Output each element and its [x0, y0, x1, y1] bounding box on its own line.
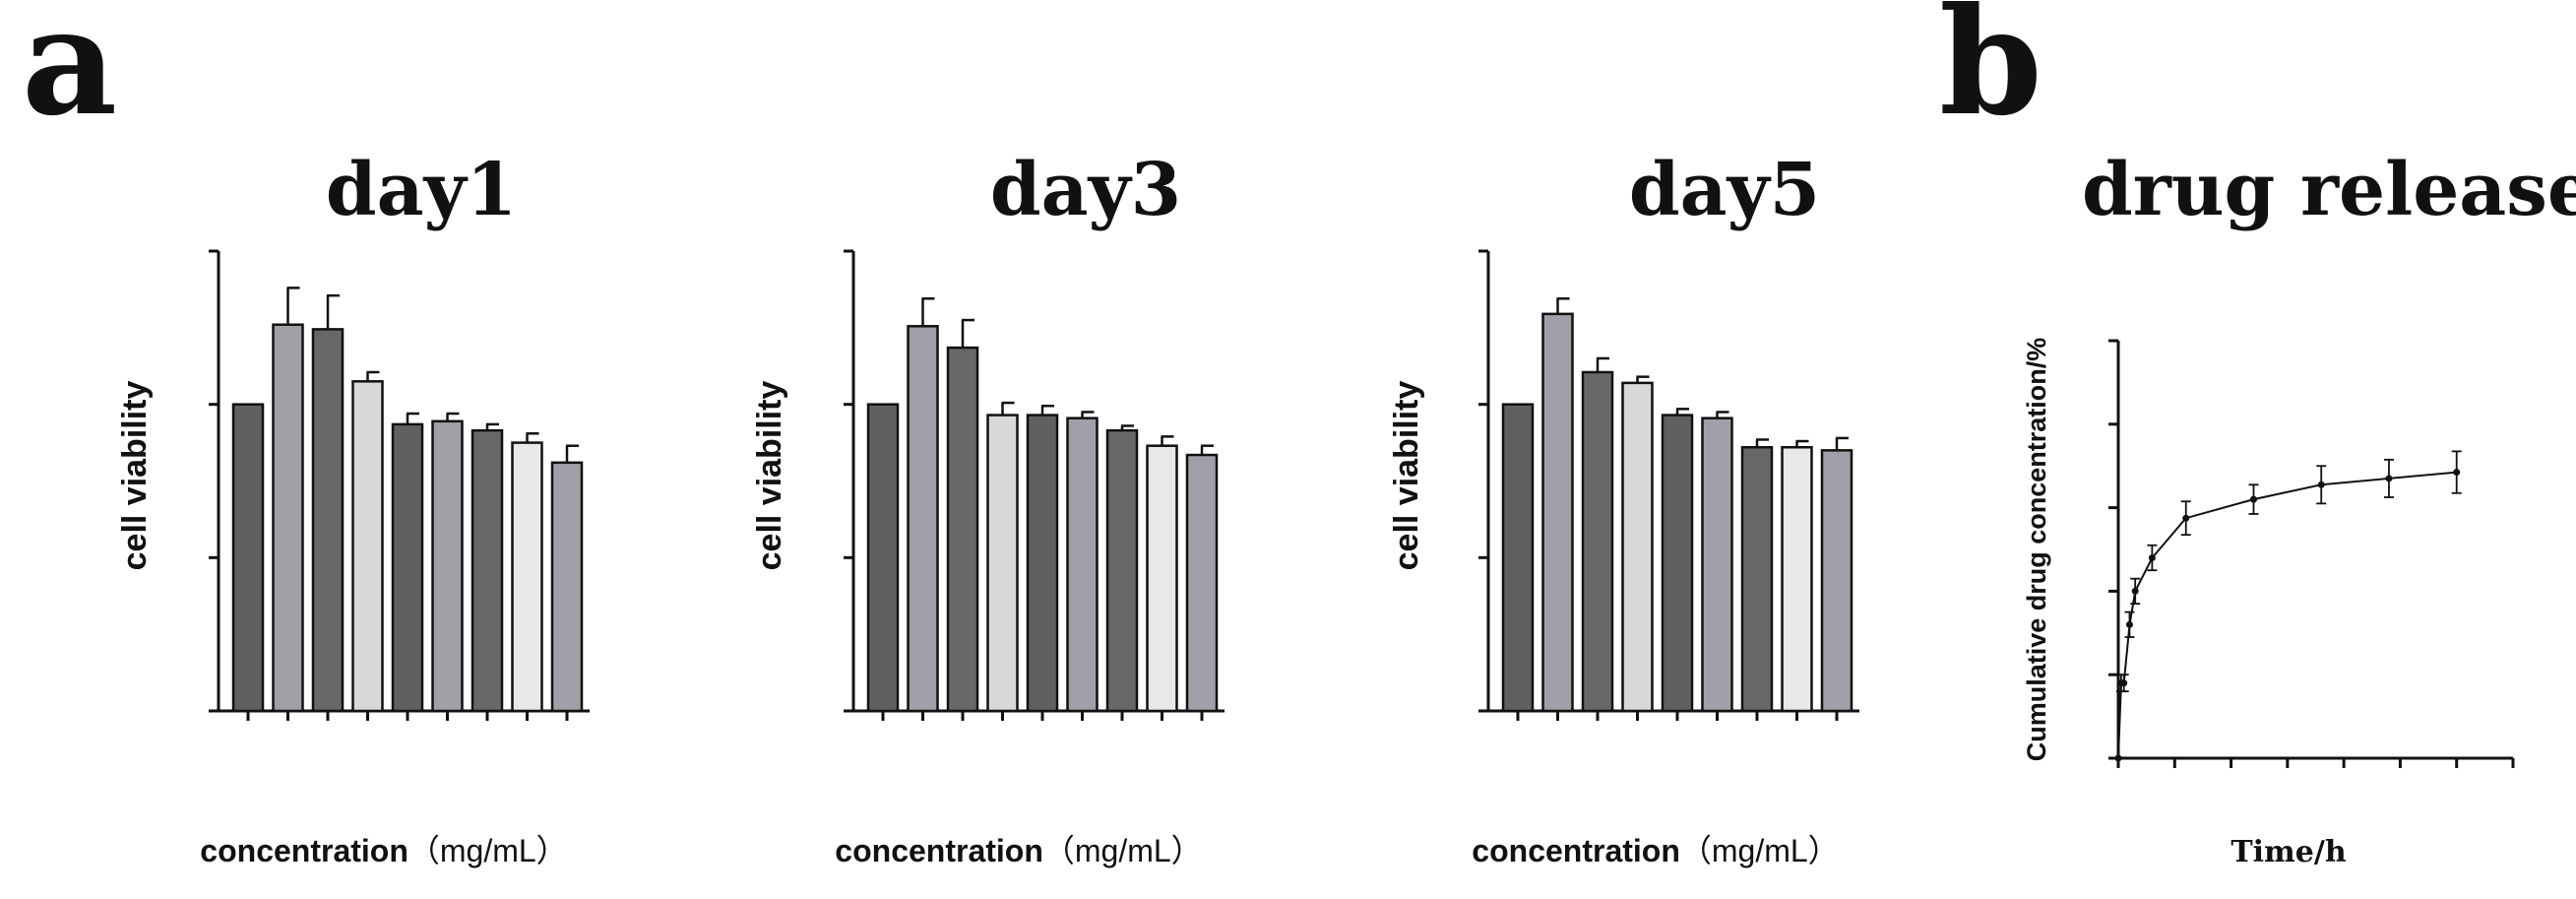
- bar: [1185, 453, 1219, 713]
- bar: [1781, 446, 1813, 713]
- data-point: [2125, 620, 2133, 628]
- bar: [231, 403, 265, 713]
- x-axis-label: concentration（mg/mL）: [200, 833, 567, 868]
- data-point: [2249, 495, 2257, 503]
- data-point: [2317, 481, 2325, 488]
- data-point: [2114, 754, 2122, 762]
- chart-title: day1: [326, 148, 517, 232]
- data-point: [2131, 587, 2139, 595]
- bar: [471, 428, 504, 713]
- bar: [1501, 403, 1535, 713]
- line-chart-drug-release: drug release Cumulative drug concentrati…: [2022, 148, 2576, 869]
- bar-chart-day5: day5 cell viability concentration（mg/mL）: [1388, 148, 1859, 868]
- bar: [1661, 414, 1694, 713]
- bar: [391, 422, 424, 713]
- x-axis-label-main: concentration: [835, 833, 1043, 868]
- bar: [946, 346, 979, 713]
- bar: [1026, 414, 1059, 713]
- bar: [272, 323, 304, 713]
- y-axis-label: Cumulative drug concentration/%: [2022, 338, 2051, 762]
- data-point: [2148, 553, 2156, 561]
- bar: [986, 414, 1019, 713]
- bar: [311, 328, 345, 713]
- x-axis-label-unit: （mg/mL）: [408, 833, 568, 868]
- bar: [1066, 417, 1099, 713]
- bar: [1581, 370, 1614, 713]
- bar: [431, 419, 464, 713]
- chart-title: day3: [990, 148, 1181, 232]
- x-axis-label-main: concentration: [200, 833, 408, 868]
- x-axis-label-unit: （mg/mL）: [1043, 833, 1203, 868]
- chart-title: day5: [1629, 148, 1820, 232]
- bar: [550, 461, 584, 713]
- bar: [351, 380, 384, 713]
- data-point: [2182, 514, 2190, 522]
- data-point: [2385, 475, 2393, 482]
- x-axis-label-unit: （mg/mL）: [1680, 833, 1840, 868]
- bar: [511, 441, 543, 713]
- x-axis-label: concentration（mg/mL）: [1472, 833, 1839, 868]
- bar: [866, 403, 900, 713]
- bar: [1541, 312, 1574, 713]
- y-axis-label: cell viability: [751, 381, 788, 571]
- data-point: [2453, 469, 2461, 477]
- bar: [1146, 444, 1178, 713]
- y-axis-label: cell viability: [116, 381, 154, 571]
- series-line: [2117, 471, 2457, 759]
- panel-label-a: a: [22, 0, 117, 149]
- bar: [1820, 449, 1853, 713]
- bar: [1105, 428, 1139, 713]
- data-point: [2120, 679, 2128, 687]
- bar-chart-day3: day3 cell viability concentration（mg/mL）: [751, 148, 1225, 868]
- panel-label-b: b: [1939, 0, 2042, 149]
- x-axis-label-main: concentration: [1472, 833, 1680, 868]
- y-axis-label: cell viability: [1388, 381, 1425, 571]
- chart-title: drug release: [2082, 148, 2576, 232]
- x-axis-label: Time/h: [2230, 835, 2347, 869]
- bar-chart-day1: day1 cell viability concentration（mg/mL）: [116, 148, 590, 868]
- x-axis-label: concentration（mg/mL）: [835, 833, 1202, 868]
- bar: [1740, 446, 1774, 713]
- bar: [1701, 417, 1733, 713]
- bar: [1621, 381, 1654, 713]
- bar: [907, 325, 939, 713]
